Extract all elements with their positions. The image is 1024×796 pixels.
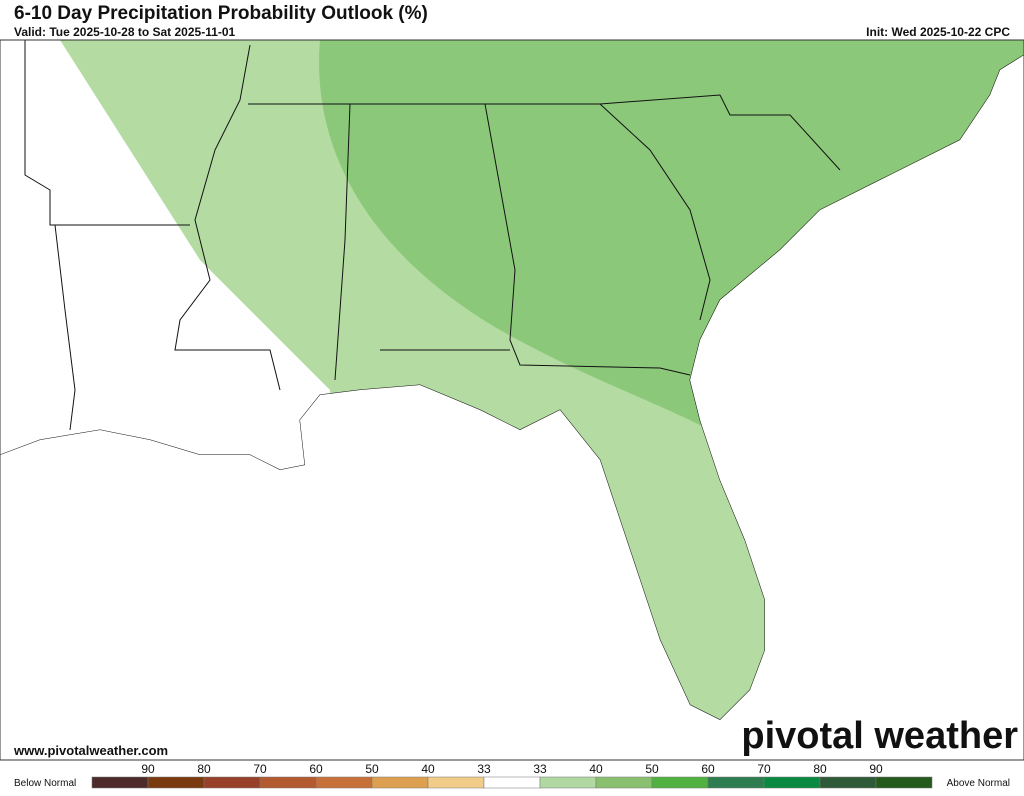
legend-swatch xyxy=(595,776,653,789)
legend-tick-label: 33 xyxy=(533,762,547,776)
legend-tick-label: 50 xyxy=(645,762,659,776)
website: www.pivotalweather.com xyxy=(13,743,168,758)
valid-time: Valid: Tue 2025-10-28 to Sat 2025-11-01 xyxy=(14,25,236,39)
legend-tick-label: 40 xyxy=(421,762,435,776)
legend-swatch xyxy=(203,776,261,789)
legend: Below Normal Above Normal 90 80 70 60 50 40 33… xyxy=(14,762,1010,789)
legend-swatch xyxy=(427,776,485,789)
below-normal-label: Below Normal xyxy=(14,778,76,789)
legend-tick-label: 90 xyxy=(869,762,883,776)
legend-tick-label: 70 xyxy=(757,762,771,776)
legend-tick-label: 70 xyxy=(253,762,267,776)
map-frame xyxy=(0,39,1024,761)
legend-tick-label: 50 xyxy=(365,762,379,776)
legend-swatch xyxy=(539,776,597,789)
legend-swatch xyxy=(259,776,317,789)
legend-swatch xyxy=(147,776,205,789)
legend-tick-label: 60 xyxy=(701,762,715,776)
legend-swatch xyxy=(763,776,821,789)
legend-tick-label: 60 xyxy=(309,762,323,776)
legend-swatch xyxy=(875,776,933,789)
legend-swatch xyxy=(315,776,373,789)
above-normal-label: Above Normal xyxy=(947,778,1010,789)
title: 6-10 Day Precipitation Probability Outlo… xyxy=(14,3,428,24)
legend-swatch xyxy=(819,776,877,789)
legend-tick-label: 80 xyxy=(197,762,211,776)
legend-tick-label: 80 xyxy=(813,762,827,776)
legend-tick-label: 90 xyxy=(141,762,155,776)
legend-tick-label: 40 xyxy=(589,762,603,776)
legend-swatch xyxy=(651,776,709,789)
legend-swatch xyxy=(91,776,149,789)
legend-swatch xyxy=(483,776,541,789)
legend-tick-label: 33 xyxy=(477,762,491,776)
legend-swatch xyxy=(371,776,429,789)
legend-swatch xyxy=(707,776,765,789)
logo: pivotal weather xyxy=(741,715,1018,757)
init-time: Init: Wed 2025-10-22 CPC xyxy=(866,25,1010,39)
